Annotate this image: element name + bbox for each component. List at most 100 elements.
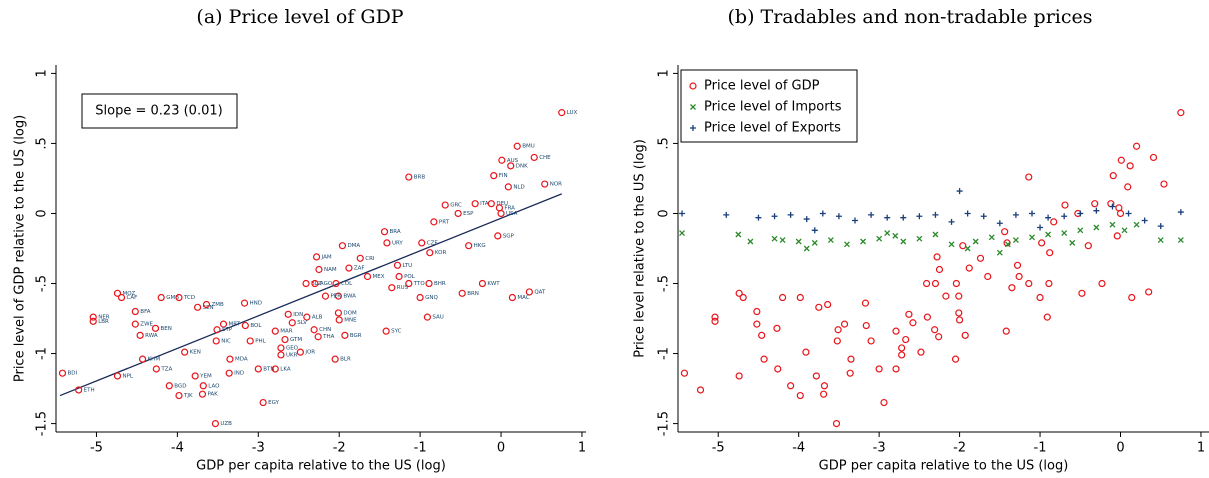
- marker-circle: [425, 279, 433, 288]
- marker-plus: [980, 213, 987, 220]
- marker-circle: [834, 326, 842, 334]
- marker-x: [1012, 237, 1019, 244]
- marker-circle: [487, 200, 495, 208]
- point-label: THA: [322, 334, 334, 340]
- marker-circle: [955, 316, 964, 324]
- y-tick-label: 1: [35, 69, 50, 77]
- point-label: USA: [506, 211, 518, 217]
- point-label: ZAF: [354, 266, 365, 272]
- marker-x: [690, 104, 696, 110]
- point-label: MOZ: [122, 291, 135, 297]
- marker-circle: [774, 365, 782, 373]
- marker-circle: [225, 369, 233, 377]
- point-label: ALB: [312, 315, 323, 321]
- marker-x: [811, 239, 818, 246]
- point-label: ITA: [480, 201, 489, 207]
- point-label: TJK: [183, 393, 193, 399]
- marker-circle: [508, 293, 516, 302]
- marker-circle: [680, 369, 689, 377]
- marker-circle: [226, 355, 234, 363]
- point-label: LBR: [98, 319, 109, 325]
- point-label: BOL: [250, 323, 262, 329]
- marker-circle: [984, 272, 992, 281]
- marker-circle: [315, 265, 323, 274]
- marker-circle: [1117, 156, 1125, 164]
- marker-circle: [541, 180, 549, 188]
- marker-circle: [513, 142, 521, 150]
- marker-circle: [955, 292, 963, 300]
- x-tick-label: -5: [90, 441, 103, 456]
- marker-x: [1077, 227, 1084, 234]
- marker-circle: [1078, 289, 1086, 297]
- marker-circle: [931, 279, 940, 288]
- x-axis-title: GDP per capita relative to the US (log): [819, 459, 1069, 474]
- marker-circle: [416, 293, 424, 302]
- marker-x: [948, 241, 955, 248]
- point-label: IND: [234, 371, 244, 377]
- marker-circle: [1160, 180, 1168, 188]
- marker-circle: [1001, 228, 1009, 236]
- marker-circle: [271, 365, 279, 373]
- point-label: BDI: [67, 371, 77, 377]
- marker-circle: [951, 355, 960, 363]
- point-label: ESP: [463, 211, 474, 217]
- marker-x: [779, 237, 786, 244]
- marker-circle: [1036, 293, 1044, 302]
- chart-title: (b) Tradables and non-tradable prices: [728, 6, 1093, 28]
- x-tick-label: -4: [792, 441, 805, 456]
- point-label: NPL: [122, 373, 133, 379]
- marker-circle: [917, 348, 925, 356]
- marker-x: [900, 238, 907, 245]
- marker-circle: [138, 355, 147, 363]
- point-label: SLV: [297, 320, 307, 326]
- x-tick-label: -1: [1034, 441, 1047, 456]
- point-label: GMB: [166, 295, 179, 301]
- point-label: MRT: [228, 322, 240, 328]
- point-label: BEN: [161, 326, 172, 332]
- marker-circle: [1013, 261, 1022, 269]
- legend-label: Price level of Imports: [704, 100, 842, 115]
- marker-circle: [961, 331, 969, 339]
- marker-circle: [711, 313, 719, 321]
- marker-circle: [430, 218, 438, 226]
- point-label: PAK: [207, 392, 218, 398]
- y-axis-title: Price level relative to the US (log): [633, 139, 648, 358]
- marker-circle: [696, 386, 705, 394]
- point-label: GTM: [290, 337, 302, 343]
- marker-circle: [812, 372, 820, 380]
- marker-circle: [1126, 162, 1134, 170]
- marker-circle: [393, 261, 402, 269]
- marker-circle: [490, 172, 498, 180]
- point-label: JOR: [304, 350, 315, 356]
- point-label: GRC: [450, 203, 462, 209]
- point-label: MAC: [517, 295, 529, 301]
- marker-circle: [802, 348, 810, 356]
- marker-circle: [395, 272, 403, 281]
- marker-circle: [75, 386, 83, 394]
- point-label: YEM: [199, 373, 212, 379]
- point-label: BRB: [414, 175, 426, 181]
- marker-x: [964, 245, 971, 252]
- marker-circle: [198, 390, 207, 398]
- marker-x: [827, 237, 834, 244]
- marker-plus: [803, 216, 810, 223]
- marker-circle: [976, 254, 985, 262]
- marker-circle: [277, 344, 285, 352]
- marker-circle: [735, 372, 743, 380]
- marker-circle: [1145, 288, 1153, 296]
- point-label: NAM: [324, 267, 337, 273]
- marker-circle: [380, 228, 389, 236]
- x-axis-title: GDP per capita relative to the US (log): [196, 459, 446, 474]
- marker-plus: [819, 210, 826, 217]
- marker-plus: [1141, 217, 1148, 224]
- marker-plus: [956, 188, 963, 195]
- marker-circle: [310, 326, 318, 334]
- point-label: NER: [98, 315, 110, 321]
- marker-plus: [1061, 213, 1068, 220]
- marker-circle: [277, 351, 285, 359]
- marker-circle: [1116, 209, 1125, 218]
- marker-circle: [454, 209, 462, 218]
- marker-circle: [758, 331, 766, 339]
- marker-circle: [892, 365, 900, 373]
